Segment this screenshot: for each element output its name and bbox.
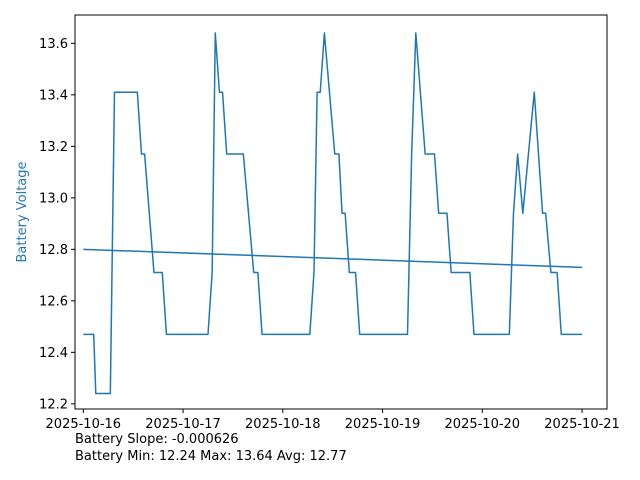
y-tick-label: 13.4: [39, 88, 68, 103]
y-tick-label: 13.6: [39, 37, 68, 52]
x-tick-label: 2025-10-20: [445, 417, 521, 432]
y-tick-label: 12.8: [39, 243, 68, 258]
x-tick-label: 2025-10-21: [544, 417, 620, 432]
battery-voltage-chart: 12.2 12.4 12.6 12.8 13.0 13.2 13.4 13.6 2025-10…: [15, 14, 620, 432]
x-axis-ticks: 2025-10-16 2025-10-17 2025-10-18 2025-10-19…: [46, 409, 620, 432]
y-tick-label: 12.2: [39, 397, 68, 412]
y-tick-label: 13.2: [39, 140, 68, 155]
x-tick-label: 2025-10-19: [345, 417, 421, 432]
battery-stats-text: Battery Min: 12.24 Max: 13.64 Avg: 12.77: [75, 449, 347, 464]
series-layer: [83, 32, 583, 395]
y-axis-label: Battery Voltage: [15, 161, 30, 262]
y-tick-label: 13.0: [39, 191, 68, 206]
x-tick-label: 2025-10-17: [145, 417, 221, 432]
y-axis-ticks: 12.2 12.4 12.6 12.8 13.0 13.2 13.4 13.6: [39, 37, 75, 412]
x-tick-label: 2025-10-18: [245, 417, 321, 432]
battery-voltage-line: [83, 32, 583, 395]
y-tick-label: 12.4: [39, 346, 68, 361]
plot-frame: [74, 14, 608, 410]
battery-trend-line: [83, 248, 583, 269]
x-tick-label: 2025-10-16: [46, 417, 122, 432]
plot-area: [75, 15, 607, 409]
y-tick-label: 12.6: [39, 294, 68, 309]
battery-slope-text: Battery Slope: -0.000626: [75, 432, 239, 447]
